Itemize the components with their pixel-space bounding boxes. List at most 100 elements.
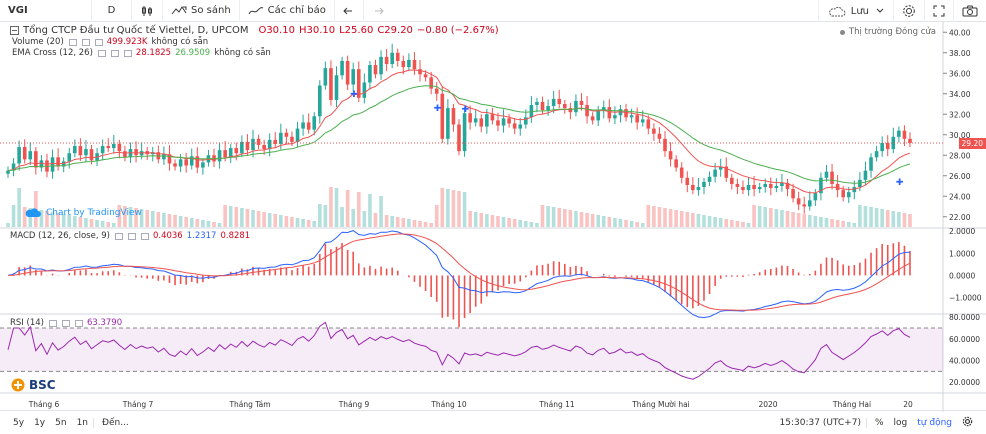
- volume-bar: [284, 216, 289, 227]
- candle-body: [802, 204, 807, 207]
- close-icon[interactable]: [140, 232, 149, 240]
- candle-body: [518, 124, 523, 129]
- volume-bar: [356, 192, 361, 227]
- close-icon[interactable]: [94, 38, 103, 46]
- symbol-search[interactable]: VGI: [0, 0, 92, 22]
- goto-date-button[interactable]: Đến...: [93, 417, 134, 428]
- eye-icon[interactable]: [97, 49, 106, 57]
- candle-body: [746, 184, 751, 191]
- compare-button[interactable]: So sánh: [163, 0, 240, 22]
- candle-body: [34, 151, 38, 168]
- volume-bar: [902, 213, 907, 227]
- undo-icon: [343, 7, 352, 14]
- candle-body: [819, 177, 823, 194]
- volume-bar: [334, 188, 339, 227]
- undo-button[interactable]: [335, 0, 364, 22]
- collapse-icon[interactable]: [10, 26, 19, 35]
- percent-toggle[interactable]: %: [865, 417, 889, 428]
- volume-bar: [318, 204, 322, 227]
- volume-bar: [835, 220, 840, 227]
- price-tick-label: 22.00: [949, 213, 971, 222]
- candle-body: [468, 113, 472, 123]
- volume-bar: [501, 217, 506, 227]
- candle-body: [562, 104, 567, 109]
- volume-bar: [423, 222, 428, 227]
- volume-bar: [189, 218, 194, 227]
- volume-bar: [457, 191, 461, 227]
- volume-bar: [28, 208, 33, 227]
- auto-toggle[interactable]: tự động: [917, 417, 952, 428]
- candle-body: [791, 189, 795, 199]
- volume-bar: [95, 220, 99, 227]
- volume-bar: [707, 216, 712, 227]
- fullscreen-button[interactable]: [925, 0, 954, 22]
- gear-icon[interactable]: [127, 232, 136, 240]
- volume-bar: [640, 223, 645, 227]
- gear-icon[interactable]: [110, 49, 119, 57]
- gear-icon[interactable]: [81, 38, 90, 46]
- candle-body: [189, 156, 194, 166]
- volume-bar: [117, 205, 122, 227]
- log-toggle[interactable]: log: [893, 417, 908, 428]
- range-5d[interactable]: 5n: [55, 417, 67, 428]
- volume-bar: [217, 223, 222, 227]
- volume-bar: [89, 219, 94, 227]
- settings-button[interactable]: [894, 0, 925, 22]
- indicators-button[interactable]: Các chỉ báo: [240, 0, 335, 22]
- chart-settings-button[interactable]: [957, 416, 978, 430]
- candle-body: [446, 108, 450, 139]
- candle-body: [178, 159, 183, 167]
- volume-bar: [212, 222, 216, 227]
- volume-legend: Volume (20) 499.923K không có sẵn: [12, 37, 208, 47]
- save-label: Lưu: [850, 5, 869, 17]
- close-icon[interactable]: [74, 319, 83, 327]
- range-5y[interactable]: 5y: [13, 417, 25, 428]
- gear-icon[interactable]: [61, 319, 70, 327]
- save-button[interactable]: Lưu: [817, 0, 894, 22]
- volume-bar: [290, 217, 294, 227]
- rsi-label: RSI (14): [10, 318, 44, 328]
- candle-body: [752, 184, 756, 190]
- candle-body: [780, 182, 784, 186]
- ema-cross-marker: ✚: [434, 104, 442, 114]
- candle-body: [228, 148, 233, 158]
- candle-body: [390, 52, 394, 65]
- close-icon[interactable]: [123, 49, 132, 57]
- volume-bar: [178, 216, 183, 227]
- candle-body: [891, 136, 896, 150]
- candle-body: [429, 77, 433, 89]
- volume-bar: [223, 205, 227, 227]
- volume-bar: [56, 213, 60, 227]
- snapshot-button[interactable]: [954, 0, 986, 22]
- volume-bar: [863, 206, 868, 227]
- candle-body: [546, 106, 550, 111]
- eye-icon[interactable]: [68, 38, 77, 46]
- volume-bar: [368, 194, 372, 227]
- range-1d[interactable]: 1n: [76, 417, 88, 428]
- redo-button[interactable]: [364, 0, 392, 22]
- candle-body: [769, 183, 773, 189]
- volume-bar: [624, 220, 628, 227]
- chart-area[interactable]: 40.00 38.00 36.00 34.00 32.00 30.00 28.00 26.00…: [0, 22, 986, 412]
- volume-bar: [45, 211, 49, 227]
- eye-icon[interactable]: [114, 232, 123, 240]
- volume-bar: [323, 205, 328, 227]
- candle-body: [423, 74, 428, 78]
- range-1y[interactable]: 1y: [34, 417, 46, 428]
- candle-body: [273, 139, 278, 144]
- candle-body: [613, 115, 617, 119]
- eye-icon[interactable]: [48, 319, 57, 327]
- chart-canvas[interactable]: 40.00 38.00 36.00 34.00 32.00 30.00 28.00 26.00…: [0, 22, 986, 412]
- candle-body: [501, 118, 506, 126]
- candle-body: [557, 98, 562, 104]
- candle-body: [407, 59, 411, 68]
- chart-type-button[interactable]: [132, 0, 163, 22]
- volume-bar: [813, 216, 818, 227]
- candle-body: [61, 161, 66, 167]
- volume-bar: [78, 217, 83, 227]
- candle-body: [295, 128, 300, 142]
- interval-button[interactable]: D: [92, 0, 132, 22]
- volume-label: Volume (20): [12, 37, 64, 47]
- candle-body: [117, 143, 122, 152]
- candle-body: [668, 151, 673, 160]
